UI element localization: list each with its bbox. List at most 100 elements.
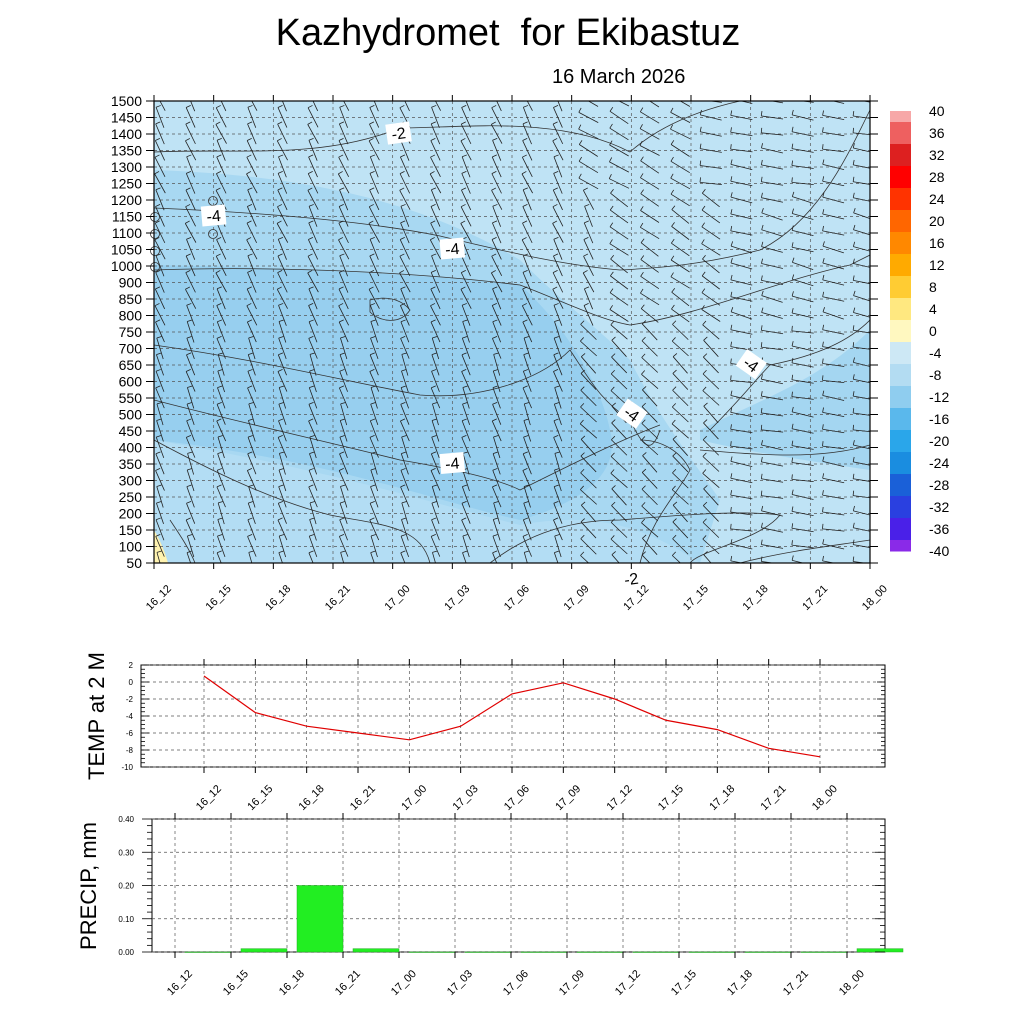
wind-barb bbox=[278, 552, 283, 563]
wind-barb bbox=[640, 292, 660, 306]
wind-barb bbox=[186, 420, 195, 442]
wind-barb bbox=[277, 519, 288, 541]
chart-title: Kazhydromet for Ekibastuz bbox=[275, 12, 741, 54]
wind-barb-flag bbox=[338, 220, 344, 224]
wind-barb-flag bbox=[791, 523, 794, 529]
wind-barb bbox=[461, 156, 471, 178]
wind-barb bbox=[491, 256, 503, 276]
wind-barb-flag bbox=[791, 242, 794, 248]
wind-barb-flag bbox=[730, 555, 733, 561]
wind-barb bbox=[822, 543, 845, 550]
wind-barb-flag bbox=[730, 159, 733, 165]
wind-barb bbox=[853, 444, 870, 450]
wind-barb bbox=[639, 128, 660, 140]
wind-barb-flag bbox=[338, 138, 344, 141]
y-tick-label: 300 bbox=[119, 473, 143, 489]
wind-barb-flag bbox=[399, 105, 405, 109]
wind-barb bbox=[853, 510, 870, 516]
colorbar-segment bbox=[890, 199, 911, 211]
wind-barb bbox=[649, 101, 660, 108]
wind-barb bbox=[701, 243, 721, 256]
x-tick-label: 18_00 bbox=[860, 583, 890, 613]
wind-barb-flag bbox=[461, 121, 466, 125]
wind-barb bbox=[431, 337, 440, 360]
wind-barb bbox=[217, 436, 225, 459]
wind-barb bbox=[792, 213, 814, 220]
wind-barb bbox=[670, 276, 690, 289]
wind-barb-flag bbox=[609, 222, 614, 228]
wind-barb bbox=[156, 552, 161, 563]
wind-barb bbox=[186, 354, 196, 376]
wind-barb bbox=[370, 469, 379, 492]
wind-barb-flag bbox=[247, 319, 253, 323]
wind-barb-flag bbox=[246, 171, 252, 175]
temp-series-line bbox=[203, 675, 821, 758]
wind-barb bbox=[791, 246, 814, 253]
wind-barb bbox=[400, 470, 410, 491]
wind-barb bbox=[792, 295, 814, 303]
wind-barb-flag bbox=[670, 173, 674, 179]
wind-barb bbox=[702, 522, 720, 538]
wind-barb-flag bbox=[308, 319, 314, 323]
wind-barb-flag bbox=[248, 402, 254, 405]
wind-barb-flag bbox=[492, 385, 498, 389]
wind-barb-flag bbox=[852, 539, 855, 545]
wind-barb-flag bbox=[155, 187, 161, 191]
colorbar-segment bbox=[890, 540, 911, 552]
wind-barb-flag bbox=[216, 154, 222, 158]
wind-barb-flag bbox=[642, 452, 647, 457]
y-tick-label: 0 bbox=[129, 678, 134, 687]
x-tick-label: 16_12 bbox=[165, 968, 195, 998]
wind-barb bbox=[186, 486, 195, 508]
wind-barb-flag bbox=[578, 173, 582, 179]
wind-barb-flag bbox=[672, 452, 677, 457]
colorbar-label: -8 bbox=[929, 367, 942, 383]
wind-barb-flag bbox=[852, 342, 855, 348]
wind-barb bbox=[155, 107, 165, 128]
wind-barb-flag bbox=[522, 270, 528, 273]
colorbar-segment bbox=[890, 133, 911, 145]
wind-barb bbox=[216, 156, 227, 178]
wind-barb bbox=[580, 555, 590, 563]
wind-barb bbox=[492, 470, 502, 491]
y-tick-label: 250 bbox=[119, 489, 143, 505]
wind-barb bbox=[184, 223, 197, 243]
wind-barb-flag bbox=[554, 468, 560, 471]
wind-barb bbox=[672, 439, 689, 456]
wind-barb-flag bbox=[611, 435, 616, 441]
colorbar-segment bbox=[890, 254, 911, 266]
wind-barb-flag bbox=[672, 403, 677, 408]
wind-barb-flag bbox=[822, 407, 824, 413]
wind-barb-flag bbox=[399, 171, 405, 174]
wind-barb-flag bbox=[730, 225, 733, 231]
wind-barb bbox=[186, 403, 195, 426]
wind-barb bbox=[552, 223, 564, 243]
wind-barb bbox=[761, 181, 784, 186]
wind-barb bbox=[369, 272, 380, 293]
wind-barb-flag bbox=[186, 550, 192, 553]
colorbar-segment bbox=[890, 353, 911, 365]
wind-barb-flag bbox=[431, 501, 437, 504]
wind-barb bbox=[248, 486, 256, 508]
wind-barb bbox=[155, 536, 165, 557]
wind-barb-flag bbox=[279, 385, 285, 388]
wind-barb-flag bbox=[307, 253, 313, 257]
wind-barb bbox=[282, 101, 287, 112]
wind-barb-flag bbox=[822, 274, 825, 280]
wind-barb bbox=[369, 107, 380, 128]
colorbar-label: -32 bbox=[929, 499, 949, 515]
colorbar-label: 36 bbox=[929, 125, 945, 141]
wind-barb-flag bbox=[760, 473, 763, 479]
wind-barb bbox=[430, 470, 441, 491]
wind-barb bbox=[308, 288, 318, 310]
wind-barb-flag bbox=[185, 105, 191, 108]
colorbar-segment bbox=[890, 408, 911, 420]
y-tick-label: -2 bbox=[126, 695, 134, 704]
wind-barb-flag bbox=[278, 237, 284, 240]
wind-barb-flag bbox=[522, 303, 527, 307]
wind-barb bbox=[278, 403, 287, 426]
wind-barb bbox=[277, 371, 288, 392]
wind-barb-flag bbox=[853, 290, 856, 296]
wind-barb-flag bbox=[611, 336, 616, 341]
wind-barb-flag bbox=[822, 341, 824, 347]
